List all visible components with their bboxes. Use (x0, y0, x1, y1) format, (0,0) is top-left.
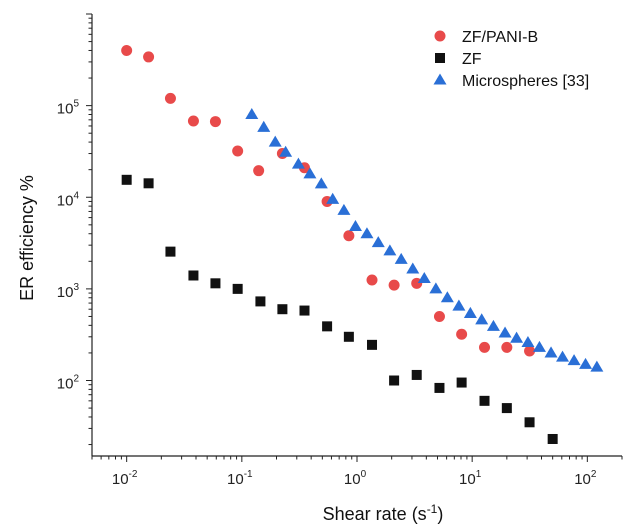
y-tick-label: 104 (57, 190, 80, 209)
data-point (456, 328, 468, 340)
legend-label: Microspheres [33] (462, 73, 589, 90)
data-point (165, 246, 176, 257)
data-point (210, 278, 221, 289)
data-point (411, 369, 422, 380)
x-tick-label: 100 (344, 469, 367, 488)
data-point (486, 319, 500, 331)
data-point (371, 236, 385, 248)
data-point (567, 354, 581, 366)
data-point (532, 340, 546, 352)
x-tick-label: 101 (459, 469, 482, 488)
data-point (479, 341, 491, 353)
data-point (268, 135, 282, 147)
data-point (417, 271, 431, 283)
data-point (277, 304, 288, 315)
data-point (143, 51, 155, 63)
data-point (501, 403, 512, 414)
data-point (521, 335, 535, 348)
data-point (209, 116, 221, 128)
x-tick-label: 102 (574, 469, 597, 488)
data-point (366, 274, 378, 286)
data-point (279, 145, 293, 157)
data-point (590, 360, 604, 372)
x-tick-label: 10-1 (227, 469, 253, 488)
data-point (479, 395, 490, 406)
data-point (429, 282, 443, 294)
data-point (524, 417, 535, 428)
legend-label: ZF (462, 51, 482, 68)
data-point (257, 120, 271, 132)
data-point (253, 165, 265, 177)
data-point (121, 174, 132, 185)
data-point (343, 230, 355, 242)
legend-marker (435, 53, 445, 63)
data-point (434, 382, 445, 393)
data-point (291, 157, 305, 169)
data-point (452, 299, 466, 311)
data-point (463, 306, 477, 318)
data-marks (121, 44, 604, 444)
tick-labels: 10-2 10-1 100 101 102 102 103 104 105 (57, 99, 597, 488)
data-point (475, 313, 489, 325)
data-point (406, 262, 420, 274)
data-point (360, 227, 374, 239)
ticks (86, 13, 623, 462)
data-point (255, 296, 266, 307)
data-point (245, 108, 259, 120)
data-point (579, 357, 593, 369)
legend: ZF/PANI-B ZF Microspheres [33] (433, 29, 589, 90)
data-point (164, 92, 176, 104)
x-tick-label: 10-2 (112, 469, 138, 488)
y-axis-label: ER efficiency % (17, 175, 37, 301)
legend-label: ZF/PANI-B (462, 29, 538, 46)
data-point (544, 346, 558, 358)
data-point (232, 145, 244, 157)
data-point (389, 375, 400, 386)
series-1 (121, 174, 558, 444)
data-point (143, 178, 154, 189)
data-point (326, 192, 340, 204)
data-point (232, 283, 243, 294)
data-point (388, 279, 400, 291)
y-tick-label: 102 (57, 374, 80, 393)
series-2 (245, 108, 604, 372)
data-point (322, 321, 333, 332)
data-point (367, 339, 378, 350)
data-point (556, 350, 570, 362)
data-point (394, 252, 408, 264)
data-point (440, 291, 454, 303)
data-point (187, 115, 199, 127)
data-point (337, 203, 351, 215)
data-point (524, 345, 536, 357)
data-point (121, 44, 133, 56)
data-point (433, 310, 445, 322)
data-point (501, 341, 513, 353)
data-point (383, 244, 397, 256)
data-point (348, 219, 362, 232)
data-point (498, 326, 512, 338)
x-axis-label: Shear rate (s-1) (323, 502, 444, 524)
data-point (547, 433, 558, 444)
data-point (299, 305, 310, 316)
data-point (510, 331, 524, 343)
data-point (314, 177, 328, 189)
y-tick-label: 103 (57, 282, 80, 301)
data-point (343, 331, 354, 342)
data-point (456, 377, 467, 388)
data-point (303, 167, 317, 179)
data-point (188, 270, 199, 281)
y-tick-label: 105 (57, 99, 80, 118)
legend-marker (433, 73, 447, 85)
legend-marker (434, 30, 446, 42)
